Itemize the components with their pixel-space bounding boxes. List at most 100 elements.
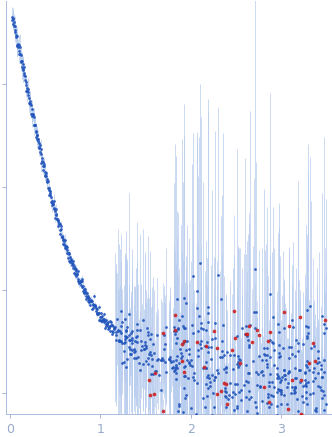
Point xyxy=(69,262,74,269)
Point xyxy=(173,327,179,334)
Point xyxy=(235,333,240,340)
Point xyxy=(87,297,93,304)
Point xyxy=(175,325,180,332)
Point xyxy=(10,15,15,22)
Point xyxy=(109,330,115,337)
Point xyxy=(110,327,115,334)
Point xyxy=(68,257,74,264)
Point xyxy=(211,376,216,383)
Point xyxy=(50,201,55,208)
Point xyxy=(86,294,91,301)
Point xyxy=(256,332,261,339)
Point xyxy=(82,286,87,293)
Point xyxy=(75,268,80,275)
Point xyxy=(196,347,201,354)
Point xyxy=(222,387,227,394)
Point xyxy=(282,425,287,432)
Point xyxy=(104,321,110,328)
Point xyxy=(58,231,63,238)
Point xyxy=(107,322,113,329)
Point xyxy=(94,308,99,315)
Point xyxy=(145,329,150,336)
Point xyxy=(276,372,281,379)
Point xyxy=(303,383,309,390)
Point xyxy=(204,343,209,350)
Point xyxy=(101,319,106,326)
Point xyxy=(205,384,210,391)
Point xyxy=(277,350,282,357)
Point xyxy=(12,18,17,25)
Point xyxy=(91,302,97,309)
Point xyxy=(286,370,291,377)
Point xyxy=(244,331,249,338)
Point xyxy=(118,329,123,336)
Point xyxy=(94,305,99,312)
Point xyxy=(123,364,128,371)
Point xyxy=(224,349,230,356)
Point xyxy=(41,163,46,170)
Point xyxy=(148,371,153,378)
Point xyxy=(63,244,68,251)
Point xyxy=(77,280,82,287)
Point xyxy=(129,336,134,343)
Point xyxy=(240,426,245,433)
Point xyxy=(208,355,213,362)
Point xyxy=(204,365,209,372)
Point xyxy=(20,60,25,67)
Point xyxy=(23,79,29,86)
Point xyxy=(310,422,315,429)
Point xyxy=(233,380,238,387)
Point xyxy=(52,205,57,212)
Point xyxy=(18,51,23,58)
Point xyxy=(304,358,309,365)
Point xyxy=(138,337,143,344)
Point xyxy=(206,348,211,355)
Point xyxy=(192,376,197,383)
Point xyxy=(315,348,320,355)
Point xyxy=(322,435,327,437)
Point xyxy=(160,329,165,336)
Point xyxy=(266,338,271,345)
Point xyxy=(176,360,181,367)
Point xyxy=(304,430,309,437)
Point xyxy=(276,385,281,392)
Point xyxy=(289,384,294,391)
Point xyxy=(32,121,38,128)
Point xyxy=(265,345,270,352)
Point xyxy=(187,422,193,429)
Point xyxy=(182,324,188,331)
Point xyxy=(246,343,252,350)
Point xyxy=(268,354,273,361)
Point xyxy=(182,324,187,331)
Point xyxy=(41,166,46,173)
Point xyxy=(17,44,23,51)
Point xyxy=(286,355,291,362)
Point xyxy=(38,148,43,155)
Point xyxy=(27,100,32,107)
Point xyxy=(65,244,70,251)
Point xyxy=(64,242,69,249)
Point xyxy=(145,355,150,362)
Point xyxy=(50,201,55,208)
Point xyxy=(126,344,131,351)
Point xyxy=(18,58,24,65)
Point xyxy=(270,338,275,345)
Point xyxy=(319,387,324,394)
Point xyxy=(314,408,319,415)
Point xyxy=(267,371,272,378)
Point xyxy=(179,312,185,319)
Point xyxy=(234,402,239,409)
Point xyxy=(79,284,85,291)
Point xyxy=(100,315,106,322)
Point xyxy=(179,354,184,361)
Point xyxy=(308,344,313,351)
Point xyxy=(121,347,126,354)
Point xyxy=(18,52,23,59)
Point xyxy=(69,260,75,267)
Point xyxy=(33,121,38,128)
Point xyxy=(81,285,87,292)
Point xyxy=(71,258,76,265)
Point xyxy=(23,81,28,88)
Point xyxy=(138,346,144,353)
Point xyxy=(13,31,19,38)
